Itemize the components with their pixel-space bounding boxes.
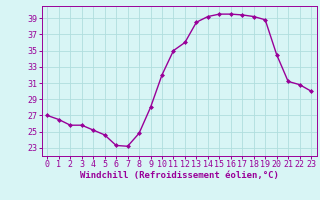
X-axis label: Windchill (Refroidissement éolien,°C): Windchill (Refroidissement éolien,°C): [80, 171, 279, 180]
